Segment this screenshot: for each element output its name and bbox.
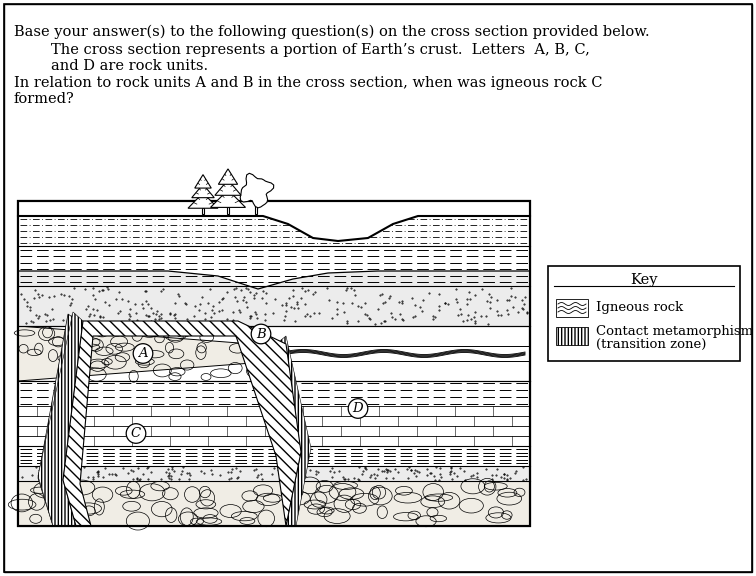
Bar	[18, 201, 530, 526]
Polygon shape	[210, 190, 246, 207]
Polygon shape	[240, 173, 274, 208]
Text: In relation to rock units A and B in the cross section, when was igneous rock C: In relation to rock units A and B in the…	[14, 76, 603, 90]
Bar	[18, 466, 530, 481]
Polygon shape	[38, 312, 83, 526]
Bar	[18, 246, 530, 286]
Text: B: B	[256, 328, 266, 340]
Text: C: C	[131, 427, 141, 440]
Text: Base your answer(s) to the following question(s) on the cross section provided b: Base your answer(s) to the following que…	[14, 25, 649, 39]
Polygon shape	[215, 180, 241, 195]
Polygon shape	[18, 201, 530, 241]
Bar	[18, 201, 530, 526]
Bar	[18, 286, 530, 326]
Polygon shape	[195, 175, 211, 188]
Text: formed?: formed?	[14, 92, 75, 106]
Text: Key: Key	[631, 273, 658, 287]
Bar	[18, 216, 530, 246]
Bar	[18, 481, 530, 526]
Bar	[227, 207, 229, 214]
Text: Igneous rock: Igneous rock	[596, 301, 683, 314]
Polygon shape	[188, 193, 218, 209]
Bar	[255, 203, 257, 214]
Text: (transition zone): (transition zone)	[596, 338, 706, 351]
Bar	[556, 299, 588, 317]
Bar	[18, 201, 530, 526]
Bar	[556, 327, 588, 345]
Bar	[548, 266, 740, 361]
Polygon shape	[192, 184, 214, 198]
Bar	[18, 406, 530, 446]
Polygon shape	[18, 326, 278, 381]
Text: D: D	[353, 402, 364, 415]
Text: A: A	[138, 347, 148, 360]
Text: Contact metamorphism: Contact metamorphism	[596, 324, 753, 338]
Polygon shape	[18, 271, 530, 289]
Bar	[18, 381, 530, 406]
Polygon shape	[218, 169, 237, 184]
Polygon shape	[278, 346, 530, 361]
Bar	[18, 446, 530, 466]
Text: and D are rock units.: and D are rock units.	[14, 59, 208, 73]
Polygon shape	[63, 321, 301, 526]
Text: The cross section represents a portion of Earth’s crust.  Letters  A, B, C,: The cross section represents a portion o…	[14, 43, 590, 57]
Bar	[202, 209, 204, 214]
Polygon shape	[38, 314, 78, 526]
Polygon shape	[276, 336, 311, 526]
